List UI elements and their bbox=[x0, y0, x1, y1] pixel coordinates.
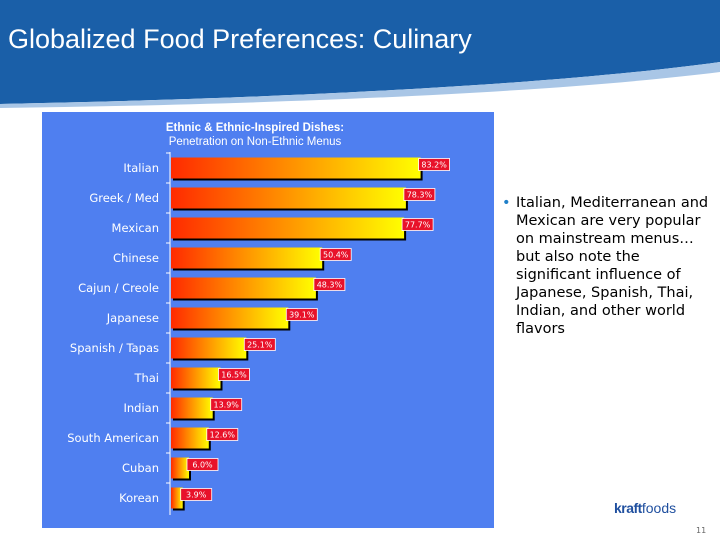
chart-title: Ethnic & Ethnic-Inspired Dishes: bbox=[166, 122, 344, 134]
value-label-box bbox=[403, 188, 436, 201]
bar bbox=[171, 247, 323, 269]
value-label-box bbox=[285, 308, 318, 321]
header-swoosh bbox=[0, 0, 720, 108]
value-label: 83.2% bbox=[421, 161, 447, 170]
bullet-point: • Italian, Mediterranean and Mexican are… bbox=[502, 194, 714, 338]
value-label: 13.9% bbox=[213, 401, 239, 410]
logo-kraft: kraft bbox=[614, 500, 642, 516]
page-number: 11 bbox=[696, 526, 707, 535]
chart-panel: Ethnic & Ethnic-Inspired Dishes: Penetra… bbox=[42, 112, 494, 528]
logo-foods: foods bbox=[641, 500, 677, 516]
bullet-text: Italian, Mediterranean and Mexican are v… bbox=[516, 195, 709, 337]
value-label: 3.9% bbox=[186, 491, 207, 500]
value-label: 25.1% bbox=[247, 341, 273, 350]
category-label: Cuban bbox=[122, 461, 159, 475]
category-label: Japanese bbox=[106, 311, 159, 325]
category-label: Mexican bbox=[112, 221, 159, 235]
category-label: Thai bbox=[133, 371, 159, 385]
value-label-box bbox=[186, 458, 219, 471]
bar bbox=[171, 277, 316, 299]
bar bbox=[171, 217, 405, 239]
value-label: 16.5% bbox=[221, 371, 247, 380]
value-label-box bbox=[401, 218, 434, 231]
bar bbox=[171, 427, 209, 449]
value-label-box bbox=[243, 338, 276, 351]
bullet-dot-icon: • bbox=[502, 195, 511, 211]
bar bbox=[171, 337, 247, 359]
category-label: Spanish / Tapas bbox=[70, 341, 159, 355]
bar bbox=[171, 187, 406, 209]
category-label: Greek / Med bbox=[89, 191, 159, 205]
bar bbox=[171, 157, 421, 179]
value-label-box bbox=[319, 248, 352, 261]
value-label: 50.4% bbox=[323, 251, 349, 260]
bar bbox=[171, 367, 221, 389]
slide-title: Globalized Food Preferences: Culinary bbox=[8, 24, 472, 54]
value-label: 48.3% bbox=[317, 281, 343, 290]
value-label: 77.7% bbox=[405, 221, 431, 230]
bar bbox=[171, 397, 213, 419]
value-label: 39.1% bbox=[289, 311, 315, 320]
kraft-foods-logo: kraftfoods bbox=[614, 500, 676, 516]
value-label: 12.6% bbox=[210, 431, 236, 440]
header-banner: Globalized Food Preferences: Culinary bbox=[0, 0, 720, 110]
value-label-box bbox=[218, 368, 250, 381]
value-label-box bbox=[313, 278, 346, 291]
bar bbox=[171, 457, 189, 479]
value-label: 78.3% bbox=[407, 191, 433, 200]
category-label: South American bbox=[67, 431, 159, 445]
value-label-box bbox=[418, 158, 451, 171]
value-label: 6.0% bbox=[192, 461, 213, 470]
chart-subtitle: Penetration on Non-Ethnic Menus bbox=[169, 136, 342, 148]
category-label: Cajun / Creole bbox=[78, 281, 159, 295]
bar bbox=[171, 487, 183, 509]
bar bbox=[171, 307, 289, 329]
value-label-box bbox=[210, 398, 243, 411]
value-label-box bbox=[180, 488, 213, 501]
bar-chart: Ethnic & Ethnic-Inspired Dishes: Penetra… bbox=[67, 122, 451, 515]
category-label: Italian bbox=[123, 161, 159, 175]
category-label: Indian bbox=[123, 401, 159, 415]
value-label-box bbox=[206, 428, 239, 441]
category-label: Korean bbox=[119, 491, 159, 505]
category-label: Chinese bbox=[113, 251, 159, 265]
